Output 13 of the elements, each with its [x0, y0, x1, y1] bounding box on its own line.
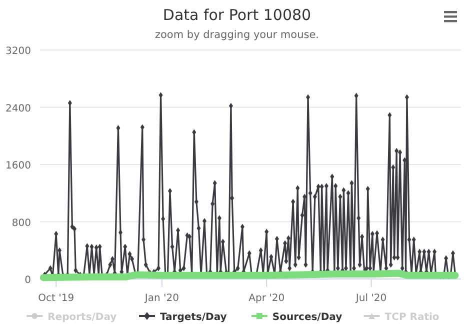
y-tick-label: 1600: [6, 160, 31, 172]
x-tick-label: Jul '20: [354, 293, 387, 304]
x-tick-label: Oct '19: [38, 293, 74, 304]
y-tick-label: 0: [24, 275, 31, 286]
x-tick-label: Apr '20: [248, 293, 285, 304]
y-tick-label: 3200: [6, 46, 31, 57]
chart-title: Data for Port 10080: [162, 6, 312, 24]
legend-label: Targets/Day: [160, 312, 228, 323]
y-tick-label: 2400: [6, 103, 31, 114]
legend-label: Sources/Day: [272, 312, 343, 323]
y-tick-label: 800: [12, 218, 31, 229]
chart-subtitle: zoom by dragging your mouse.: [155, 29, 319, 41]
x-tick-label: Jan '20: [144, 293, 179, 304]
